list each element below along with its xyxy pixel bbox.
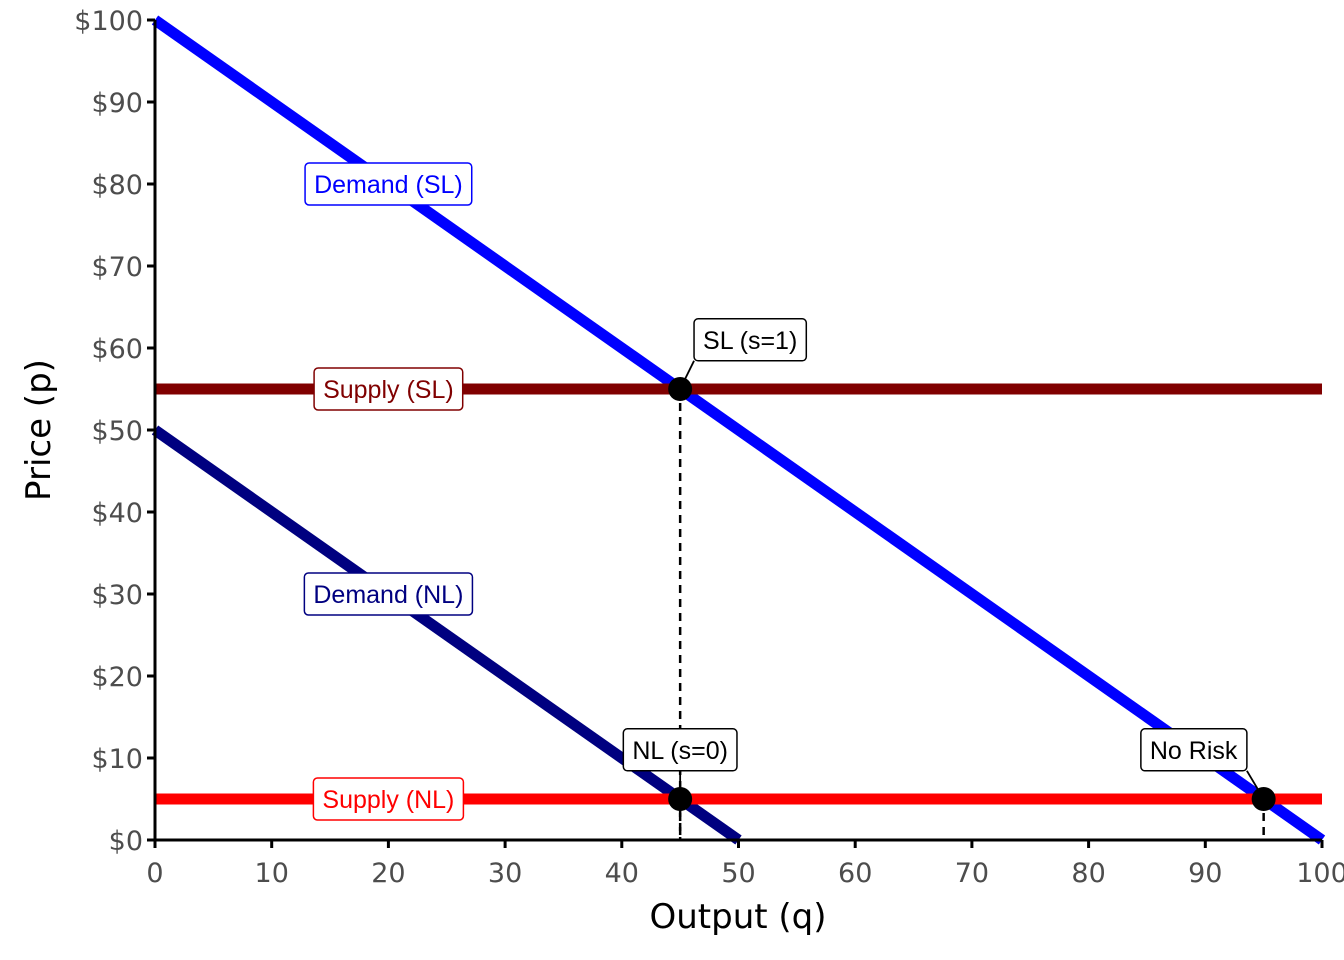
- y-tick-label: $0: [109, 826, 143, 857]
- y-axis-title: Price (p): [19, 359, 59, 501]
- curve-label-text: Supply (SL): [323, 376, 454, 404]
- point-label-text: NL (s=0): [632, 737, 728, 765]
- point-label-leader: [679, 360, 695, 390]
- point-label-box: [622, 728, 738, 772]
- curve-label-box: [313, 367, 464, 411]
- x-tick-label: 50: [721, 858, 755, 889]
- y-tick-label: $80: [91, 170, 143, 201]
- x-tick-label: 10: [255, 858, 289, 889]
- curve-label-box: [303, 572, 474, 616]
- x-tick-label: 70: [955, 858, 989, 889]
- curve-label-text: Demand (SL): [314, 171, 463, 199]
- x-tick-label: 90: [1188, 858, 1222, 889]
- x-tick-label: 0: [146, 858, 163, 889]
- point-label-no-risk: No Risk: [1140, 728, 1265, 800]
- y-tick-label: $30: [91, 580, 143, 611]
- y-tick-label: $20: [91, 662, 143, 693]
- curve-label-box: [304, 162, 473, 206]
- point-labels: SL (s=1) NL (s=0) No Risk: [622, 318, 1265, 800]
- x-tick-label: 30: [488, 858, 522, 889]
- curve-label-demand-nl: Demand (NL): [303, 572, 474, 616]
- series-line-demand-nl: [151, 425, 742, 845]
- y-tick-label: $60: [91, 334, 143, 365]
- series-line-demand-sl: [151, 15, 1326, 845]
- curve-label-text: Supply (NL): [322, 786, 454, 814]
- x-tick-label: 20: [371, 858, 405, 889]
- point-label-nl-s-0: NL (s=0): [622, 728, 738, 799]
- curve-label-demand-sl: Demand (SL): [304, 162, 473, 206]
- y-tick-label: $50: [91, 416, 143, 447]
- point-label-box: [693, 318, 808, 362]
- y-tick-label: $90: [91, 88, 143, 119]
- point-label-sl-s-1: SL (s=1): [679, 318, 808, 390]
- x-tick-label: 80: [1071, 858, 1105, 889]
- curves: [151, 15, 1326, 845]
- curve-label-box: [312, 777, 465, 821]
- point-label-box: [1140, 728, 1248, 772]
- curve-label-supply-nl: Supply (NL): [312, 777, 465, 821]
- y-tick-label: $10: [91, 744, 143, 775]
- point-label-leader: [1246, 770, 1265, 800]
- y-tick-label: $70: [91, 252, 143, 283]
- y-tick-label: $40: [91, 498, 143, 529]
- x-tick-label: 100: [1296, 858, 1344, 889]
- ticks: 0 10 20 30 40 50 60 70 80 90 100 $0 $10 $20 $30 $40 $50 $…: [74, 6, 1344, 889]
- y-tick-label: $100: [74, 6, 143, 37]
- x-axis-title: Output (q): [649, 897, 826, 937]
- point-label-text: No Risk: [1150, 737, 1238, 765]
- x-tick-label: 60: [838, 858, 872, 889]
- curve-label-text: Demand (NL): [313, 581, 463, 609]
- curve-labels: Demand (SL) Demand (NL) Supply (SL) Supply …: [303, 162, 474, 821]
- curve-label-supply-sl: Supply (SL): [313, 367, 464, 411]
- point-label-text: SL (s=1): [703, 327, 797, 355]
- x-tick-label: 40: [605, 858, 639, 889]
